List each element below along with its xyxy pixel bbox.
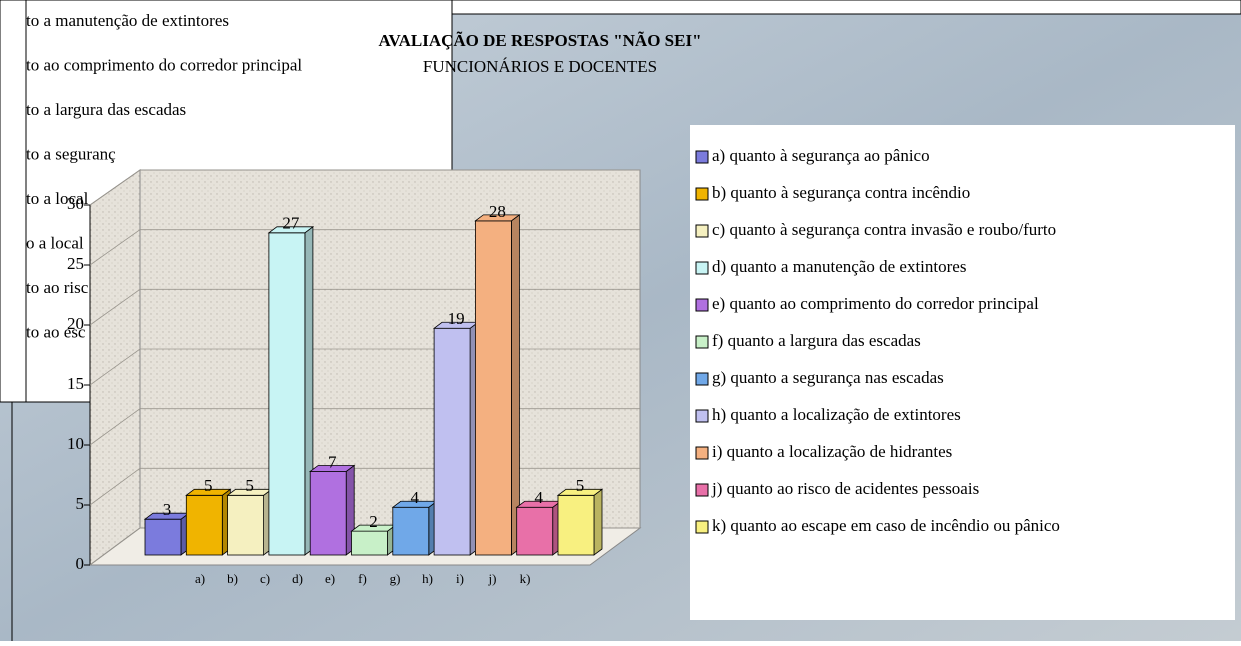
bar (144, 518, 182, 556)
bar-top (556, 488, 604, 496)
bar (516, 506, 554, 556)
value-label: 7 (328, 452, 337, 471)
x-tick-label: g) (390, 571, 401, 586)
bar (433, 327, 471, 556)
side-wall (89, 169, 141, 566)
legend-label: a) quanto à segurança ao pânico (712, 146, 930, 165)
bar-side (511, 214, 520, 556)
background-text: o a local (26, 233, 84, 252)
background-text: to ao comprimento do corredor principal (26, 55, 302, 74)
background-text: to a largura das escadas (26, 100, 186, 119)
x-tick-label: k) (520, 571, 531, 586)
legend-swatch (695, 372, 709, 386)
grid-line (89, 229, 640, 266)
legend-swatch (695, 298, 709, 312)
chart-subtitle: FUNCIONÁRIOS E DOCENTES (423, 57, 657, 76)
legend-swatch (695, 335, 709, 349)
value-label: 19 (448, 309, 465, 328)
y-tick-label: 10 (67, 434, 84, 453)
background-text: to a manutenção de extintores (26, 11, 229, 30)
background-text: to ao risc (26, 278, 89, 297)
bar (227, 494, 265, 556)
legend (690, 125, 1235, 620)
x-tick-label: e) (325, 571, 335, 586)
legend-swatch (695, 261, 709, 275)
legend-label: i) quanto a localização de hidrantes (712, 442, 952, 461)
bar (474, 220, 512, 556)
background-text: to ao esc (26, 322, 86, 341)
legend-label: c) quanto à segurança contra invasão e r… (712, 220, 1056, 239)
legend-label: e) quanto ao comprimento do corredor pri… (712, 294, 1039, 313)
y-tick-label: 20 (67, 314, 84, 333)
legend-label: f) quanto a largura das escadas (712, 331, 921, 350)
bar-top (267, 226, 315, 234)
legend-swatch (695, 446, 709, 460)
legend-swatch (695, 224, 709, 238)
legend-label: b) quanto à segurança contra incêndio (712, 183, 970, 202)
x-tick-label: i) (456, 571, 464, 586)
x-tick-label: h) (422, 571, 433, 586)
y-tick-label: 30 (67, 194, 84, 213)
x-tick-label: f) (358, 571, 367, 586)
bar-side (593, 488, 603, 556)
y-tick-label: 25 (67, 254, 84, 273)
bar (268, 232, 306, 556)
legend-swatch (695, 187, 709, 201)
background-text: to a local (26, 189, 89, 208)
background-text: to a seguranç (26, 144, 116, 163)
value-label: 5 (245, 476, 254, 495)
bar (351, 530, 388, 556)
legend-swatch (695, 520, 709, 534)
x-tick-label: c) (260, 571, 270, 586)
bar (309, 471, 347, 556)
grid-line (89, 288, 640, 326)
value-label: 2 (369, 512, 378, 531)
value-label: 3 (163, 500, 172, 519)
value-label: 4 (411, 488, 420, 507)
bar-top (185, 488, 232, 496)
x-tick-label: d) (292, 571, 303, 586)
bar (557, 494, 595, 556)
bar-top (474, 214, 521, 222)
value-label: 5 (576, 476, 585, 495)
legend-swatch (695, 150, 709, 164)
value-label: 28 (489, 202, 506, 221)
legend-label: h) quanto a localização de extintores (712, 405, 961, 424)
x-tick-label: a) (195, 571, 205, 586)
legend-swatch (695, 483, 709, 497)
legend-label: g) quanto a segurança nas escadas (712, 368, 944, 387)
chart-title: AVALIAÇÃO DE RESPOSTAS "NÃO SEI" (378, 31, 701, 50)
legend-swatch (695, 409, 709, 423)
bar-top (309, 465, 356, 472)
legend-label: k) quanto ao escape em caso de incêndio … (712, 516, 1060, 535)
y-tick-label: 5 (76, 494, 85, 513)
legend-label: d) quanto a manutenção de extintores (712, 257, 966, 276)
x-tick-label: b) (227, 571, 238, 586)
x-tick-label: j) (488, 571, 497, 586)
y-tick-label: 15 (67, 374, 84, 393)
value-label: 5 (204, 476, 213, 495)
top-strip (451, 0, 1241, 15)
bar (392, 506, 430, 556)
value-label: 27 (282, 214, 300, 233)
legend-label: j) quanto ao risco de acidentes pessoais (711, 479, 979, 498)
value-label: 4 (534, 488, 543, 507)
y-tick-label: 0 (76, 554, 85, 573)
bar (185, 494, 223, 556)
grid-line (89, 169, 640, 206)
